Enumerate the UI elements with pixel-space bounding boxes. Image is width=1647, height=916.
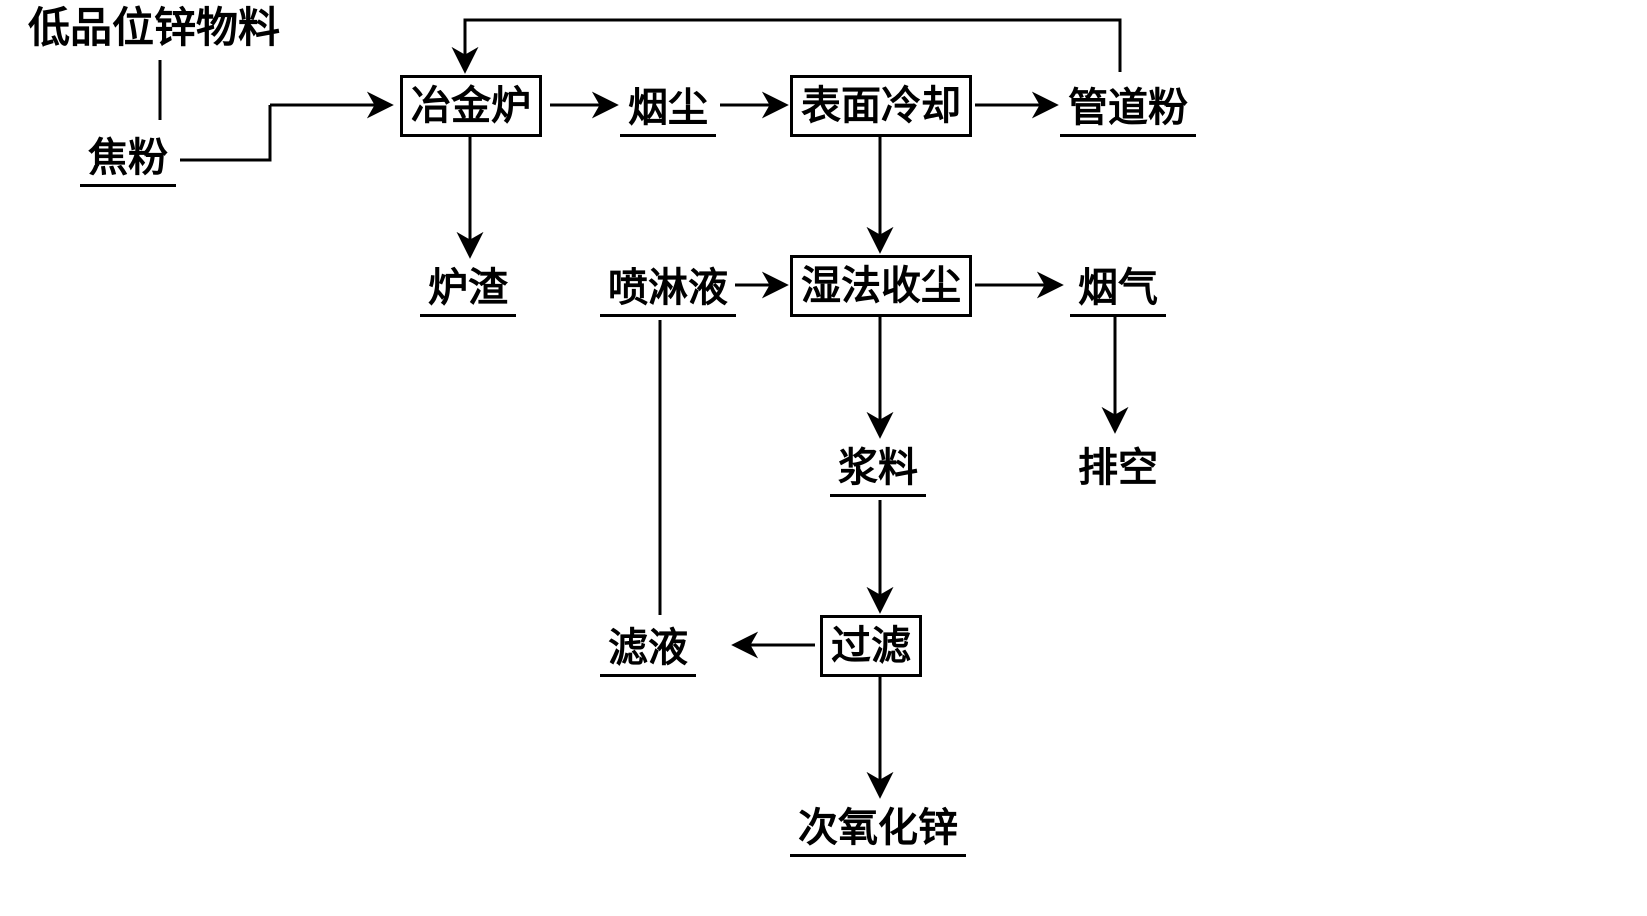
vent-node: 排空 <box>1070 440 1166 496</box>
wetcollect-node: 湿法收尘 <box>790 255 972 317</box>
cooling-node: 表面冷却 <box>790 75 972 137</box>
flow-edges <box>0 0 1647 916</box>
filter-node: 过滤 <box>820 615 922 677</box>
coke-node: 焦粉 <box>80 130 176 187</box>
pipedust-node: 管道粉 <box>1060 80 1196 137</box>
slurry-node: 浆料 <box>830 440 926 497</box>
zinc-node: 次氧化锌 <box>790 800 966 857</box>
slag-node: 炉渣 <box>420 260 516 317</box>
title-node: 低品位锌物料 <box>20 0 288 58</box>
spray-node: 喷淋液 <box>600 260 736 317</box>
furnace-node: 冶金炉 <box>400 75 542 137</box>
filtrate-node: 滤液 <box>600 620 696 677</box>
smoke-node: 烟尘 <box>620 80 716 137</box>
flue-node: 烟气 <box>1070 260 1166 317</box>
